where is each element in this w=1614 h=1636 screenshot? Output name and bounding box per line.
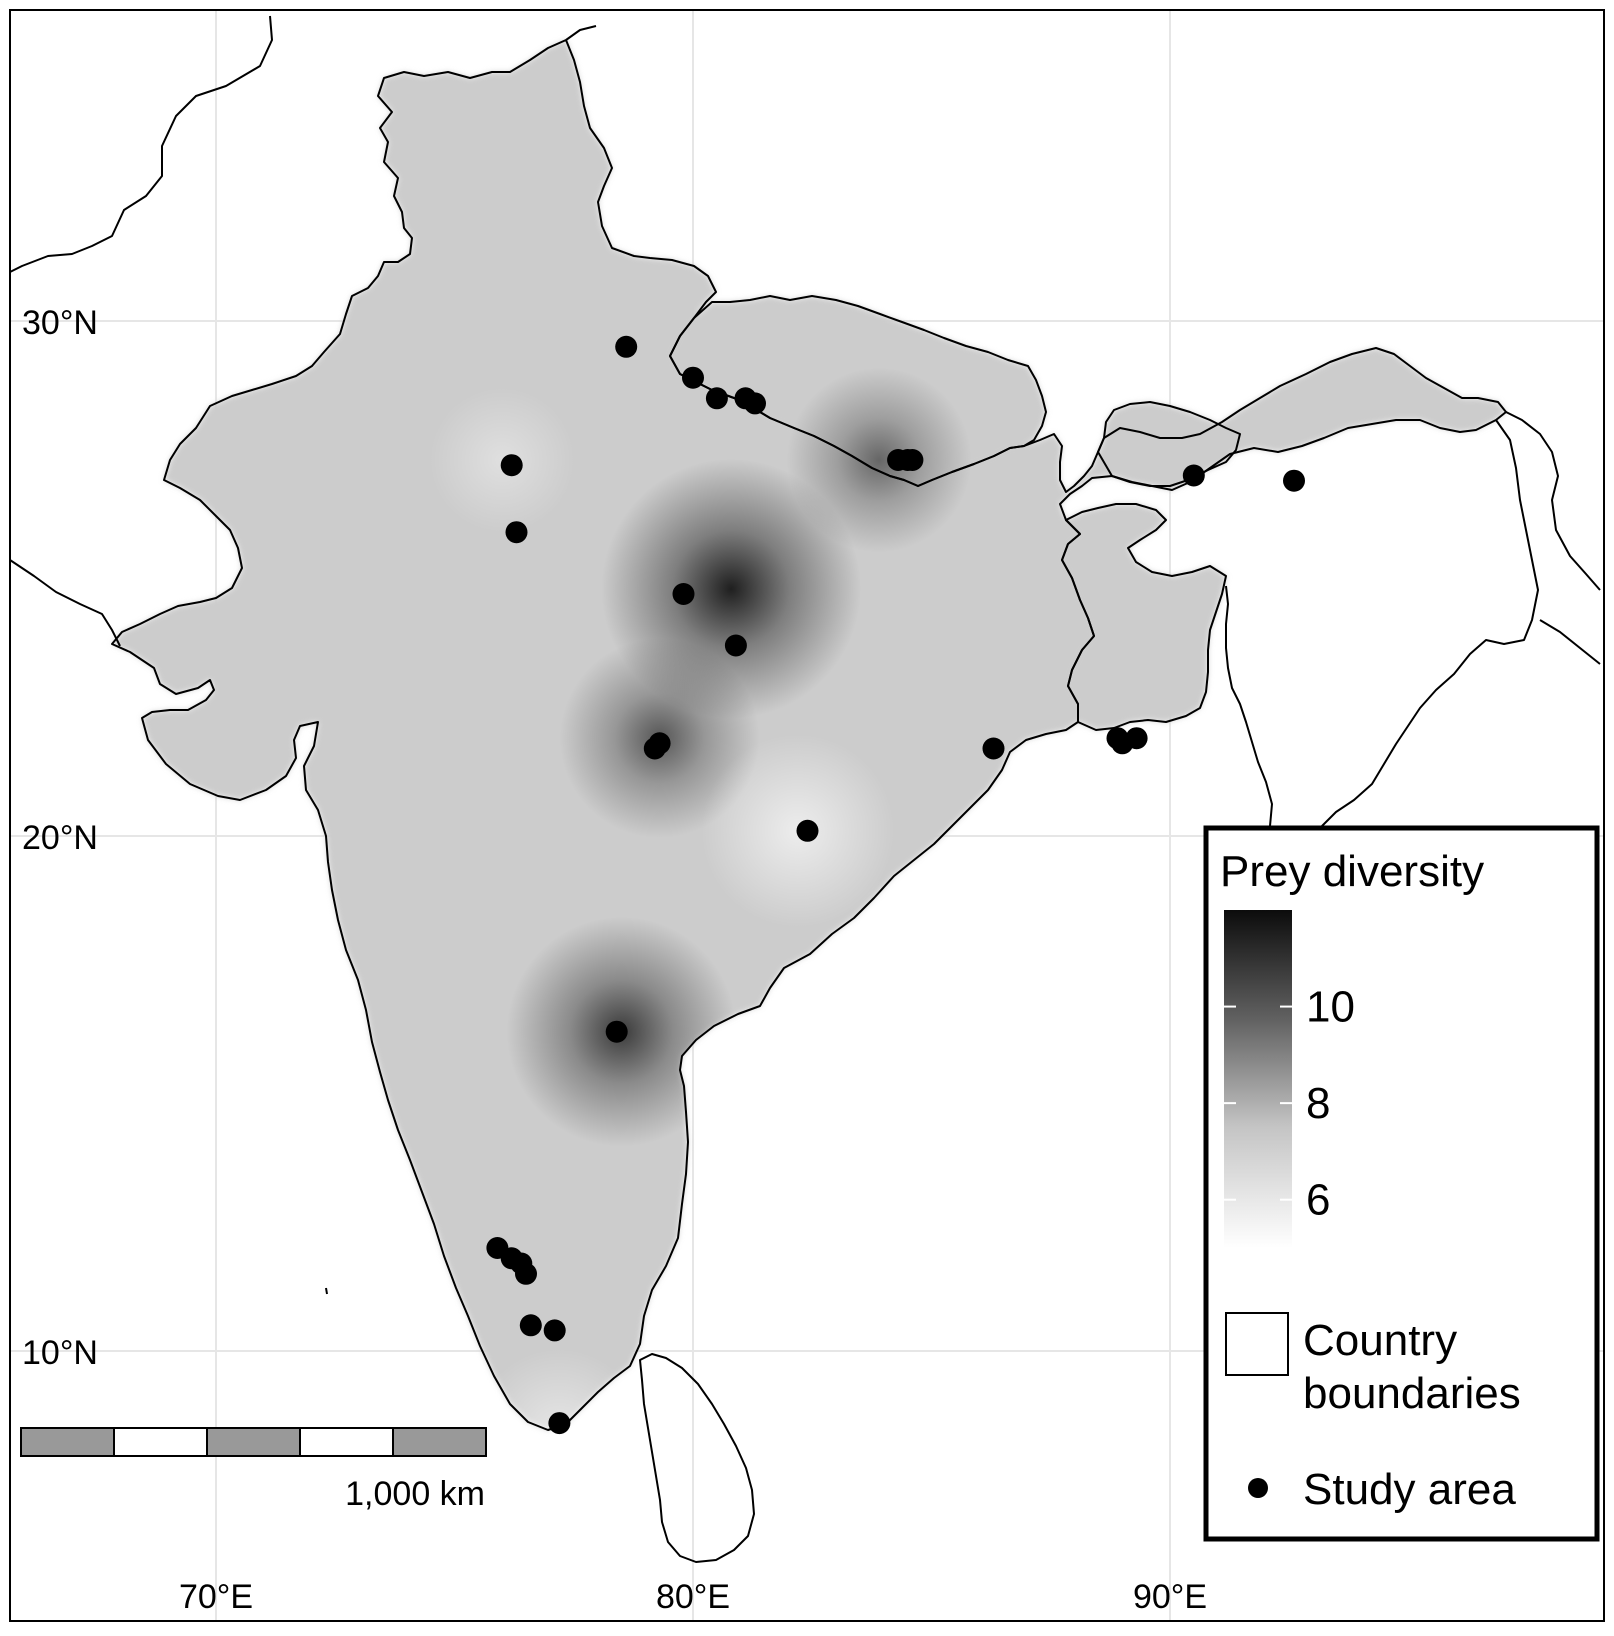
scale-segment (299, 1427, 394, 1457)
legend-study-area-label: Study area (1303, 1465, 1516, 1514)
legend-study-area-symbol (1248, 1478, 1268, 1498)
study-area-point (543, 1319, 566, 1342)
sri-lanka-boundary (639, 1353, 755, 1563)
legend-boundary-label-line2: boundaries (1303, 1369, 1521, 1418)
lon-label-90: 90°E (1133, 1578, 1207, 1616)
scale-segment (392, 1427, 487, 1457)
myanmar-east-boundary (1539, 619, 1601, 665)
study-area-point (605, 1020, 628, 1043)
study-area-point (901, 449, 924, 471)
legend-title: Prey diversity (1220, 847, 1484, 896)
study-area-point (744, 392, 766, 415)
study-area-point (548, 1412, 571, 1435)
lat-label-30: 30°N (22, 304, 98, 342)
study-area-point (615, 335, 638, 358)
study-area-point (705, 387, 728, 410)
scale-bar: 1,000 km (20, 1427, 487, 1513)
bhutan-fill (1098, 402, 1240, 486)
pakistan-boundary (9, 15, 273, 647)
study-area-point (1125, 727, 1148, 750)
study-area-point (672, 583, 695, 605)
legend-tick-label: 6 (1306, 1176, 1330, 1225)
legend-boundary-label-line1: Country (1303, 1316, 1457, 1365)
scale-segment (20, 1427, 115, 1457)
bhutan-boundary (1097, 401, 1241, 487)
study-area-point (505, 521, 528, 544)
lon-label-70: 70°E (179, 1578, 253, 1616)
study-area-point (519, 1314, 542, 1337)
study-area-point (1182, 464, 1205, 487)
study-area-point (982, 737, 1005, 760)
study-area-point (724, 634, 747, 657)
legend-tick-label: 8 (1306, 1079, 1330, 1128)
study-area-point (643, 737, 666, 760)
legend-tick-label: 10 (1306, 983, 1355, 1032)
study-area-point (500, 454, 523, 477)
study-area-point (515, 1262, 537, 1285)
china-boundary (565, 25, 1601, 591)
study-area-point (796, 819, 819, 842)
scale-bar-label: 1,000 km (345, 1475, 485, 1513)
study-area-point (682, 366, 704, 389)
legend-colorbar (1224, 910, 1292, 1248)
island-mark (325, 1287, 328, 1295)
legend: Prey diversity 10 8 6 Country boundaries S… (1203, 825, 1600, 1542)
legend-ticks: 10 8 6 (1224, 983, 1355, 1225)
lon-label-80: 80°E (656, 1578, 730, 1616)
lat-label-20: 20°N (22, 819, 98, 857)
country-boundaries (9, 15, 1601, 1563)
study-area-points (486, 335, 1305, 1435)
study-area-point (1283, 469, 1305, 492)
axis-labels: 30°N 20°N 10°N 70°E 80°E 90°E (22, 304, 1207, 1616)
diversity-hotspot (786, 367, 972, 553)
scale-segment (206, 1427, 301, 1457)
myanmar-boundary (1225, 419, 1539, 857)
bangladesh-boundary (1061, 503, 1227, 731)
bangladesh-fill (1062, 504, 1226, 730)
lat-label-10: 10°N (22, 1334, 98, 1372)
india-boundary (111, 39, 1507, 1431)
scale-segment (113, 1427, 208, 1457)
legend-boundary-swatch (1225, 1312, 1289, 1376)
